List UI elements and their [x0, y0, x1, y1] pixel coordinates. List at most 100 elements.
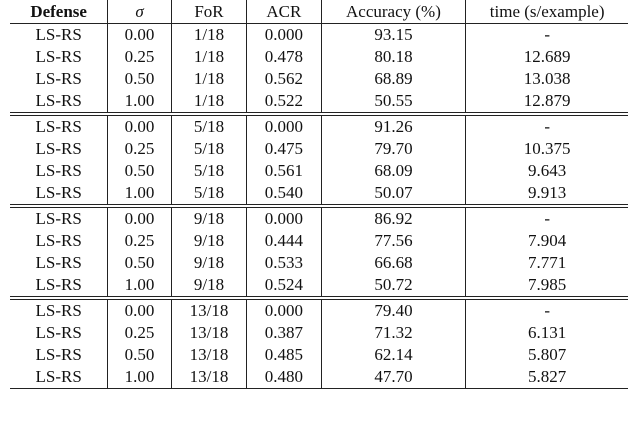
- header-row: Defense σ FoR ACR Accuracy (%) time (s/e…: [10, 0, 628, 24]
- cell-acr: 0.485: [246, 344, 322, 366]
- cell-acr: 0.524: [246, 274, 322, 298]
- cell-sigma: 1.00: [107, 366, 172, 389]
- table-row: LS-RS 1.00 1/18 0.522 50.55 12.879: [10, 90, 628, 114]
- cell-acr: 0.000: [246, 23, 322, 46]
- cell-time: -: [465, 23, 628, 46]
- cell-time: -: [465, 204, 628, 230]
- cell-accuracy: 77.56: [320, 230, 466, 252]
- cell-acr: 0.522: [246, 90, 322, 114]
- cell-for: 1/18: [170, 90, 247, 114]
- results-table: Defense σ FoR ACR Accuracy (%) time (s/e…: [10, 0, 628, 389]
- cell-acr: 0.478: [246, 46, 322, 68]
- cell-defense: LS-RS: [35, 91, 82, 110]
- cell-time: -: [465, 112, 628, 138]
- table-row: LS-RS 0.00 13/18 0.000 79.40-: [10, 296, 628, 322]
- cell-accuracy: 68.09: [320, 160, 466, 182]
- cell-acr: 0.000: [246, 296, 322, 322]
- cell-sigma: 0.50: [107, 344, 172, 366]
- cell-time: 9.913: [465, 182, 628, 206]
- table-row: LS-RS 0.00 1/18 0.000 93.15-: [10, 23, 628, 46]
- cell-time: 10.375: [465, 138, 628, 160]
- cell-time: 7.771: [465, 252, 628, 274]
- cell-defense: LS-RS: [35, 161, 82, 180]
- cell-sigma: 1.00: [107, 90, 172, 114]
- cell-defense: LS-RS: [35, 47, 82, 66]
- cell-acr: 0.000: [246, 112, 322, 138]
- header-defense: Defense: [10, 0, 108, 24]
- table-row: LS-RS 1.00 13/18 0.480 47.70 5.827: [10, 366, 628, 389]
- cell-for: 1/18: [170, 23, 247, 46]
- cell-accuracy: 86.92: [320, 204, 466, 230]
- cell-accuracy: 68.89: [320, 68, 466, 90]
- cell-for: 1/18: [170, 46, 247, 68]
- cell-defense: LS-RS: [10, 366, 108, 389]
- cell-for: 13/18: [170, 366, 247, 389]
- cell-defense: LS-RS: [35, 231, 82, 250]
- cell-accuracy: 66.68: [320, 252, 466, 274]
- row-group: LS-RS 0.00 13/18 0.000 79.40- LS-RS 0.25 13/18 0…: [10, 296, 628, 389]
- cell-for: 9/18: [170, 204, 247, 230]
- cell-defense: LS-RS: [35, 275, 82, 294]
- table-row: LS-RS 0.25 13/18 0.387 71.32 6.131: [10, 322, 628, 344]
- cell-sigma: 0.00: [107, 23, 172, 46]
- cell-time: 7.904: [465, 230, 628, 252]
- cell-sigma: 0.25: [107, 138, 172, 160]
- cell-defense: LS-RS: [35, 69, 82, 88]
- cell-time: 9.643: [465, 160, 628, 182]
- cell-sigma: 0.25: [107, 46, 172, 68]
- cell-defense: LS-RS: [35, 345, 82, 364]
- cell-defense: LS-RS: [10, 204, 108, 230]
- cell-acr: 0.562: [246, 68, 322, 90]
- table-row: LS-RS 0.00 5/18 0.000 91.26-: [10, 112, 628, 138]
- cell-acr: 0.475: [246, 138, 322, 160]
- cell-sigma: 0.25: [107, 322, 172, 344]
- cell-accuracy: 50.07: [320, 182, 466, 206]
- cell-defense: LS-RS: [10, 112, 108, 138]
- table-row: LS-RS 0.50 9/18 0.533 66.68 7.771: [10, 252, 628, 274]
- cell-for: 5/18: [170, 160, 247, 182]
- cell-for: 9/18: [170, 274, 247, 298]
- cell-defense: LS-RS: [10, 296, 108, 322]
- cell-defense: LS-RS: [35, 323, 82, 342]
- cell-for: 9/18: [170, 230, 247, 252]
- cell-sigma: 0.00: [107, 296, 172, 322]
- cell-acr: 0.540: [246, 182, 322, 206]
- cell-sigma: 1.00: [107, 182, 172, 206]
- cell-time: 5.827: [465, 366, 628, 389]
- cell-sigma: 0.00: [107, 112, 172, 138]
- table-row: LS-RS 0.25 9/18 0.444 77.56 7.904: [10, 230, 628, 252]
- cell-for: 13/18: [170, 344, 247, 366]
- cell-accuracy: 91.26: [320, 112, 466, 138]
- table-row: LS-RS 0.50 1/18 0.562 68.89 13.038: [10, 68, 628, 90]
- cell-for: 5/18: [170, 138, 247, 160]
- cell-acr: 0.533: [246, 252, 322, 274]
- cell-acr: 0.000: [246, 204, 322, 230]
- cell-accuracy: 62.14: [320, 344, 466, 366]
- cell-acr: 0.561: [246, 160, 322, 182]
- cell-sigma: 0.00: [107, 204, 172, 230]
- cell-for: 1/18: [170, 68, 247, 90]
- cell-defense: LS-RS: [35, 183, 82, 202]
- cell-for: 5/18: [170, 112, 247, 138]
- cell-time: 12.879: [465, 90, 628, 114]
- cell-for: 13/18: [170, 322, 247, 344]
- cell-accuracy: 50.55: [320, 90, 466, 114]
- row-group: LS-RS 0.00 5/18 0.000 91.26- LS-RS 0.25 5/18 0.4…: [10, 112, 628, 206]
- cell-accuracy: 50.72: [320, 274, 466, 298]
- cell-time: -: [465, 296, 628, 322]
- cell-time: 13.038: [465, 68, 628, 90]
- header-sigma: σ: [107, 0, 172, 24]
- table-row: LS-RS 0.50 13/18 0.485 62.14 5.807: [10, 344, 628, 366]
- table-row: LS-RS 1.00 5/18 0.540 50.07 9.913: [10, 182, 628, 206]
- cell-acr: 0.387: [246, 322, 322, 344]
- cell-sigma: 0.50: [107, 252, 172, 274]
- cell-accuracy: 47.70: [320, 366, 466, 389]
- cell-accuracy: 93.15: [320, 23, 466, 46]
- table-row: LS-RS 0.00 9/18 0.000 86.92-: [10, 204, 628, 230]
- table-row: LS-RS 0.25 1/18 0.478 80.18 12.689: [10, 46, 628, 68]
- cell-time: 12.689: [465, 46, 628, 68]
- cell-sigma: 0.25: [107, 230, 172, 252]
- cell-accuracy: 79.70: [320, 138, 466, 160]
- cell-for: 5/18: [170, 182, 247, 206]
- cell-defense: LS-RS: [35, 253, 82, 272]
